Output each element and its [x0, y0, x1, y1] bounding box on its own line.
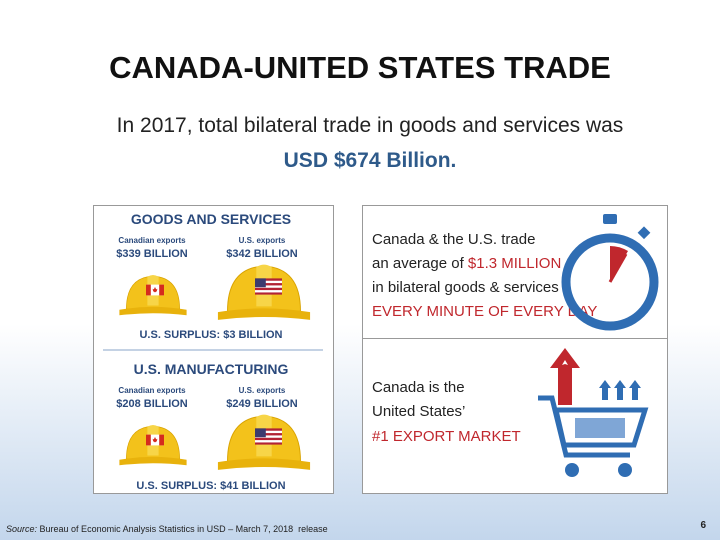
flag-canada — [146, 284, 164, 296]
item-label: Canadian exports — [118, 236, 186, 245]
text-line: Canada & the U.S. trade — [372, 231, 535, 248]
section-heading: GOODS AND SERVICES — [131, 211, 291, 227]
flag-canada — [146, 434, 164, 446]
source: Source: Bureau of Economic Analysis Stat… — [6, 524, 328, 534]
surplus: U.S. SURPLUS: $3 BILLION — [139, 329, 282, 341]
source-text: Bureau of Economic Analysis Statistics i… — [37, 524, 328, 534]
item-label: U.S. exports — [239, 386, 286, 395]
text-line: an average of $1.3 MILLION — [372, 255, 561, 272]
flag-us — [255, 428, 282, 445]
text-line: United States’ — [372, 403, 465, 420]
flag-us — [255, 278, 282, 295]
cart-icon — [538, 348, 649, 477]
subtitle: In 2017, total bilateral trade in goods … — [117, 114, 624, 137]
item-value: $208 BILLION — [116, 398, 188, 410]
text-line: in bilateral goods & services — [372, 279, 559, 296]
page-number: 6 — [700, 520, 706, 531]
stopwatch-icon — [561, 214, 659, 331]
item-value: $342 BILLION — [226, 248, 298, 260]
title: CANADA-UNITED STATES TRADE — [109, 50, 611, 85]
item-label: U.S. exports — [239, 236, 286, 245]
highlight: USD $674 Billion. — [284, 149, 457, 172]
text-line: #1 EXPORT MARKET — [372, 428, 521, 445]
text-line: EVERY MINUTE OF EVERY DAY — [372, 303, 597, 320]
text-part: an average of — [372, 255, 468, 272]
text-line: Canada is the — [372, 379, 465, 396]
item-value: $249 BILLION — [226, 398, 298, 410]
section-heading: U.S. MANUFACTURING — [134, 361, 289, 377]
item-value: $339 BILLION — [116, 248, 188, 260]
surplus: U.S. SURPLUS: $41 BILLION — [136, 480, 285, 492]
right-bottom-panel — [362, 338, 668, 494]
source-label: Source: — [6, 524, 38, 534]
text-highlight: $1.3 MILLION — [468, 255, 561, 272]
item-label: Canadian exports — [118, 386, 186, 395]
